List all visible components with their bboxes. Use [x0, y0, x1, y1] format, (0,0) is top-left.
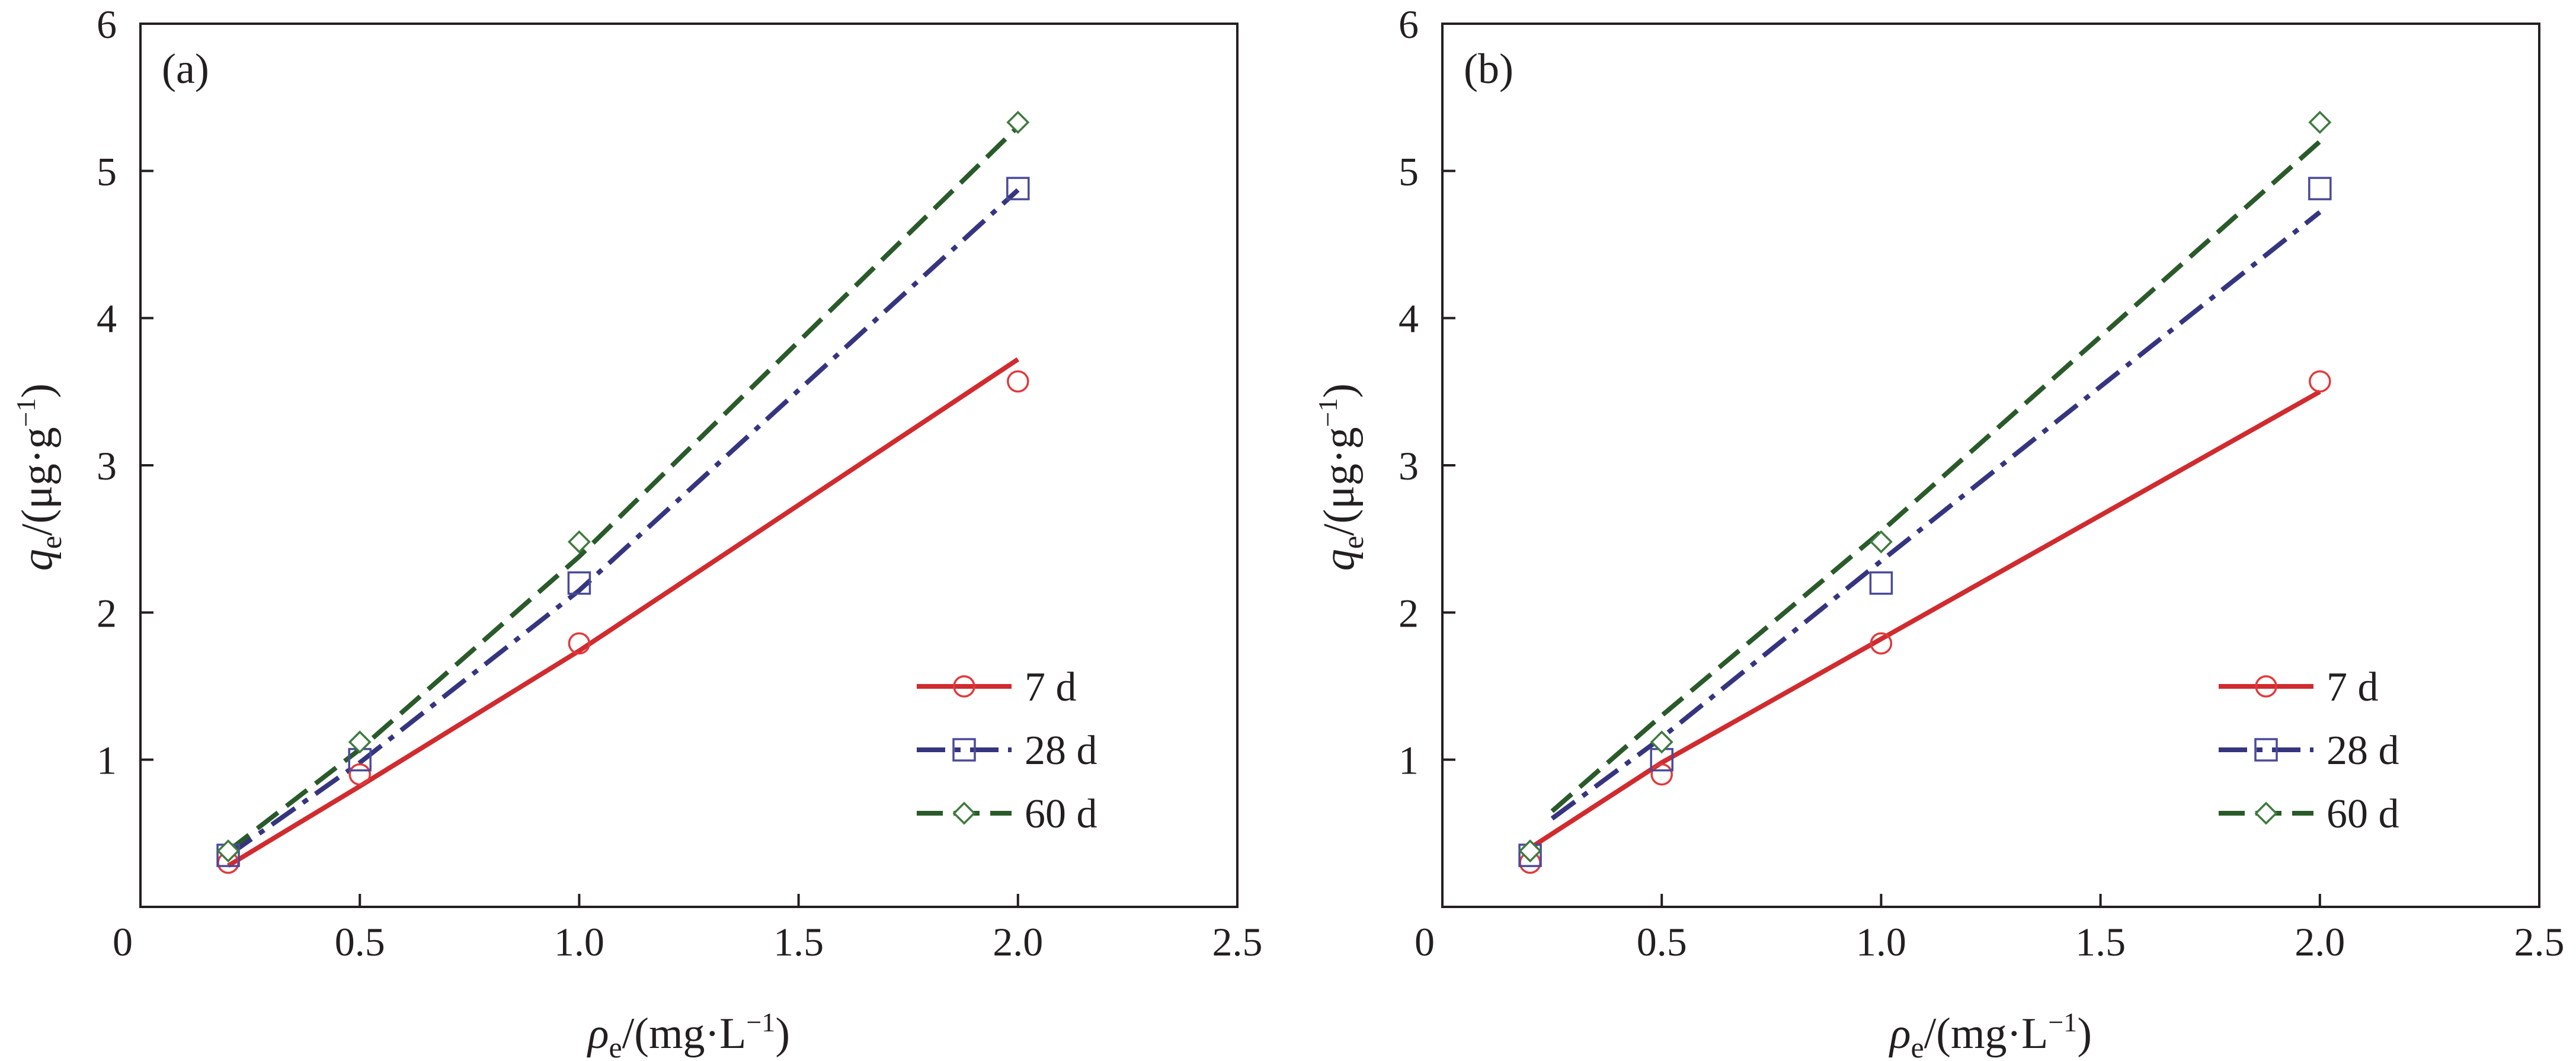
fit-line-28d	[1550, 210, 2322, 821]
data-point-7d	[1650, 763, 1673, 786]
y-tick-label: 5	[1399, 149, 1419, 194]
axis-title-part: )	[2077, 1009, 2092, 1058]
y-tick-label: 2	[97, 590, 117, 635]
axis-title-part: /(μg·g	[13, 427, 62, 536]
legend-label: 60 d	[2327, 791, 2399, 837]
x-tick-label: 0.5	[1637, 919, 1687, 964]
legend-label: 60 d	[1025, 791, 1097, 837]
axis-title-part: q	[13, 549, 62, 571]
axis-title-part: )	[1315, 384, 1364, 398]
y-tick-label: 4	[97, 296, 117, 341]
axis-title-part: q	[1315, 549, 1364, 571]
data-point-60d	[1006, 110, 1030, 134]
legend-label: 7 d	[1025, 664, 1077, 710]
x-tick-label: 1.0	[554, 919, 604, 964]
y-tick-label: 3	[1399, 443, 1419, 488]
legend-marker	[2255, 675, 2277, 698]
y-tick-label: 1	[1399, 738, 1419, 783]
data-point-60d	[216, 839, 240, 863]
axis-title-part: e	[1336, 536, 1369, 549]
x-axis-title: ρe/(mg·L−1)	[1889, 1007, 2092, 1061]
data-point-60d	[1650, 730, 1673, 754]
legend-marker	[952, 738, 976, 762]
legend-marker	[2254, 738, 2278, 762]
axis-title-part: )	[13, 384, 62, 398]
data-point-7d	[348, 763, 371, 786]
y-tick-label: 3	[97, 443, 117, 488]
x-tick-label: 1.5	[773, 919, 824, 964]
axis-title-part: −1	[1313, 398, 1343, 427]
x-tick-label: 1.5	[2075, 919, 2126, 964]
x-tick-label: 2.5	[2514, 919, 2565, 964]
data-point-60d	[567, 530, 591, 554]
x-tick-label: 0.5	[335, 919, 385, 964]
y-axis-title: qe/(μg·g−1)	[1313, 384, 1369, 571]
data-point-28d	[1006, 177, 1030, 200]
axis-title-part: −1	[11, 398, 41, 427]
x-tick-label: 0	[113, 919, 133, 964]
axis-title-part: /(mg·L	[1924, 1009, 2049, 1058]
panel-label: (b)	[1464, 45, 1513, 92]
data-point-7d	[1007, 370, 1029, 393]
data-point-7d	[1870, 632, 1893, 655]
chart-panel-a: 0 0.5 1.0 1.5 2.0 2.5123456(a)ρe/(mg·L−1)qe/(…	[11, 2, 1263, 1061]
y-tick-label: 4	[1399, 296, 1419, 341]
fit-line-7d	[1528, 389, 2321, 851]
axis-title-part: −1	[2048, 1007, 2077, 1037]
data-point-28d	[1869, 571, 1893, 595]
panel-label: (a)	[162, 45, 209, 92]
y-axis-title: qe/(μg·g−1)	[11, 384, 68, 571]
data-point-7d	[2309, 370, 2331, 393]
axis-title-part: /(mg·L	[622, 1009, 747, 1058]
data-point-28d	[567, 571, 591, 595]
fit-line-60d	[226, 124, 1020, 853]
legend-label: 7 d	[2327, 664, 2379, 710]
y-tick-label: 6	[1399, 2, 1419, 47]
legend-marker	[953, 675, 975, 698]
axis-title-part: −1	[746, 1007, 775, 1037]
x-tick-label: 2.0	[993, 919, 1043, 964]
data-point-28d	[2308, 177, 2332, 200]
chart-panel-b: 0 0.5 1.0 1.5 2.0 2.5123456(b)ρe/(mg·L−1)qe/(…	[1313, 2, 2565, 1061]
axis-title-part: ρ	[1889, 1009, 1911, 1058]
axis-title-part: e	[1911, 1031, 1924, 1061]
data-point-60d	[348, 730, 372, 754]
y-tick-label: 2	[1399, 590, 1419, 635]
legend-marker	[2254, 801, 2278, 825]
x-tick-label: 0	[1415, 919, 1435, 964]
plot-frame	[139, 23, 1239, 908]
axis-title-part: ρ	[587, 1009, 609, 1058]
legend-label: 28 d	[2327, 728, 2399, 774]
x-axis-title: ρe/(mg·L−1)	[587, 1007, 790, 1061]
legend-marker	[952, 801, 976, 825]
x-tick-label: 2.5	[1212, 919, 1263, 964]
y-tick-label: 5	[97, 149, 117, 194]
data-point-7d	[568, 632, 591, 655]
data-point-60d	[2308, 110, 2332, 134]
data-point-60d	[1518, 839, 1542, 863]
y-tick-label: 1	[97, 738, 117, 783]
plot-frame	[1441, 23, 2540, 908]
axis-title-part: )	[775, 1009, 790, 1058]
legend-label: 28 d	[1025, 728, 1097, 774]
fit-line-60d	[1550, 139, 2322, 813]
axis-title-part: e	[34, 536, 68, 549]
axis-title-part: e	[609, 1031, 622, 1061]
x-tick-label: 2.0	[2295, 919, 2345, 964]
fit-line-28d	[226, 188, 1020, 858]
data-point-60d	[1869, 530, 1893, 554]
x-tick-label: 1.0	[1856, 919, 1906, 964]
y-tick-label: 6	[97, 2, 117, 47]
axis-title-part: /(μg·g	[1315, 427, 1364, 536]
fit-line-7d	[227, 357, 1020, 868]
